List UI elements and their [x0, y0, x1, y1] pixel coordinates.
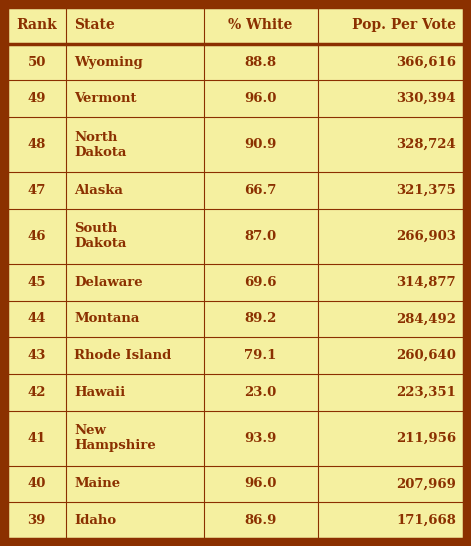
Text: South
Dakota: South Dakota — [74, 222, 127, 250]
Text: New
Hampshire: New Hampshire — [74, 424, 156, 452]
Text: Maine: Maine — [74, 477, 121, 490]
Text: % White: % White — [228, 19, 293, 32]
Text: 79.1: 79.1 — [244, 349, 277, 362]
Text: 96.0: 96.0 — [244, 477, 277, 490]
Text: 284,492: 284,492 — [396, 312, 456, 325]
Text: Pop. Per Vote: Pop. Per Vote — [352, 19, 456, 32]
Text: Idaho: Idaho — [74, 514, 116, 527]
Text: Hawaii: Hawaii — [74, 385, 126, 399]
Text: Alaska: Alaska — [74, 184, 123, 197]
Text: 69.6: 69.6 — [244, 276, 277, 289]
Text: 93.9: 93.9 — [244, 431, 277, 444]
Text: 90.9: 90.9 — [244, 138, 277, 151]
Text: 49: 49 — [27, 92, 46, 105]
Text: 89.2: 89.2 — [244, 312, 277, 325]
Text: 45: 45 — [27, 276, 46, 289]
Text: 39: 39 — [27, 514, 46, 527]
Text: Delaware: Delaware — [74, 276, 143, 289]
Text: 23.0: 23.0 — [244, 385, 277, 399]
Text: 43: 43 — [27, 349, 46, 362]
Text: 41: 41 — [27, 431, 46, 444]
Text: 40: 40 — [27, 477, 46, 490]
Text: Rank: Rank — [16, 19, 57, 32]
Text: Wyoming: Wyoming — [74, 56, 143, 69]
Text: Vermont: Vermont — [74, 92, 137, 105]
Text: 44: 44 — [27, 312, 46, 325]
Text: Rhode Island: Rhode Island — [74, 349, 171, 362]
Text: 321,375: 321,375 — [396, 184, 456, 197]
Text: 314,877: 314,877 — [397, 276, 456, 289]
Text: Montana: Montana — [74, 312, 140, 325]
Text: 86.9: 86.9 — [244, 514, 277, 527]
Text: 260,640: 260,640 — [396, 349, 456, 362]
Text: State: State — [74, 19, 115, 32]
Text: 366,616: 366,616 — [396, 56, 456, 69]
Text: 42: 42 — [27, 385, 46, 399]
Text: 330,394: 330,394 — [397, 92, 456, 105]
Text: 328,724: 328,724 — [396, 138, 456, 151]
Text: 50: 50 — [27, 56, 46, 69]
Text: 223,351: 223,351 — [396, 385, 456, 399]
Text: 48: 48 — [27, 138, 46, 151]
Text: 87.0: 87.0 — [244, 230, 276, 243]
Text: 207,969: 207,969 — [396, 477, 456, 490]
Text: 46: 46 — [27, 230, 46, 243]
Text: 47: 47 — [27, 184, 46, 197]
Text: 96.0: 96.0 — [244, 92, 277, 105]
Text: 88.8: 88.8 — [244, 56, 276, 69]
Text: 266,903: 266,903 — [396, 230, 456, 243]
Text: 171,668: 171,668 — [396, 514, 456, 527]
Text: North
Dakota: North Dakota — [74, 130, 127, 158]
Text: 211,956: 211,956 — [396, 431, 456, 444]
Text: 66.7: 66.7 — [244, 184, 277, 197]
